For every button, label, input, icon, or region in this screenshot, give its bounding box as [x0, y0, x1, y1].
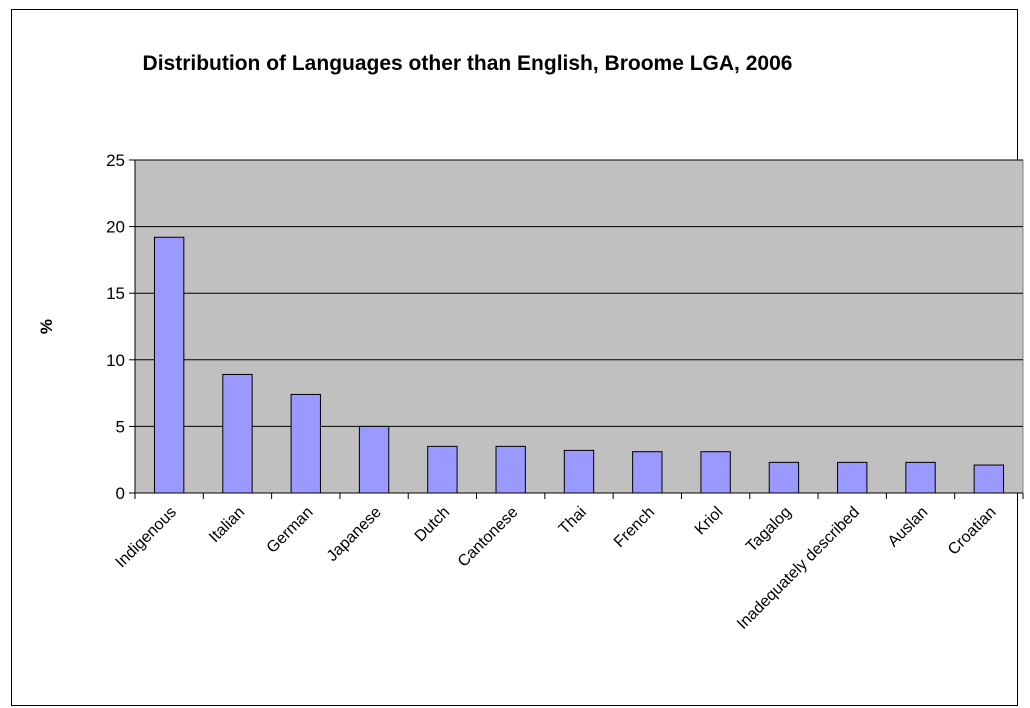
y-tick-label: 10 [106, 351, 125, 370]
y-tick-label: 20 [106, 218, 125, 237]
x-category-label: Kriol [692, 504, 727, 539]
x-category-label: Japanese [324, 504, 385, 565]
x-category-label: German [264, 504, 317, 557]
plot-area [134, 159, 1024, 494]
x-category-label: French [611, 504, 658, 551]
x-category-label: Italian [206, 504, 248, 546]
y-axis-label: % [37, 319, 56, 334]
bar [837, 461, 868, 494]
x-category-label: Tagalog [743, 504, 795, 556]
bar [563, 449, 595, 494]
bar [768, 461, 800, 494]
bar [153, 236, 185, 494]
x-category-label: Croatian [945, 504, 1000, 559]
y-tick-label: 0 [116, 484, 125, 503]
bar [632, 451, 663, 494]
x-category-label: Indigenous [113, 504, 180, 571]
bar [495, 445, 526, 494]
y-tick-label: 5 [116, 417, 125, 436]
bar [290, 393, 321, 494]
x-category-label: Auslan [885, 504, 932, 551]
bar [358, 425, 390, 494]
bar [700, 451, 731, 494]
y-tick-label: 25 [106, 151, 125, 170]
x-category-label: Thai [556, 504, 590, 538]
bar [427, 445, 458, 494]
y-tick-label: 15 [106, 284, 125, 303]
bar [905, 461, 936, 494]
x-category-label: Inadequately described [734, 504, 863, 633]
chart-title: Distribution of Languages other than Eng… [142, 52, 793, 75]
bar [222, 373, 253, 494]
bar [973, 464, 1005, 494]
x-category-label: Cantonese [455, 504, 522, 571]
x-category-label: Dutch [412, 504, 454, 546]
